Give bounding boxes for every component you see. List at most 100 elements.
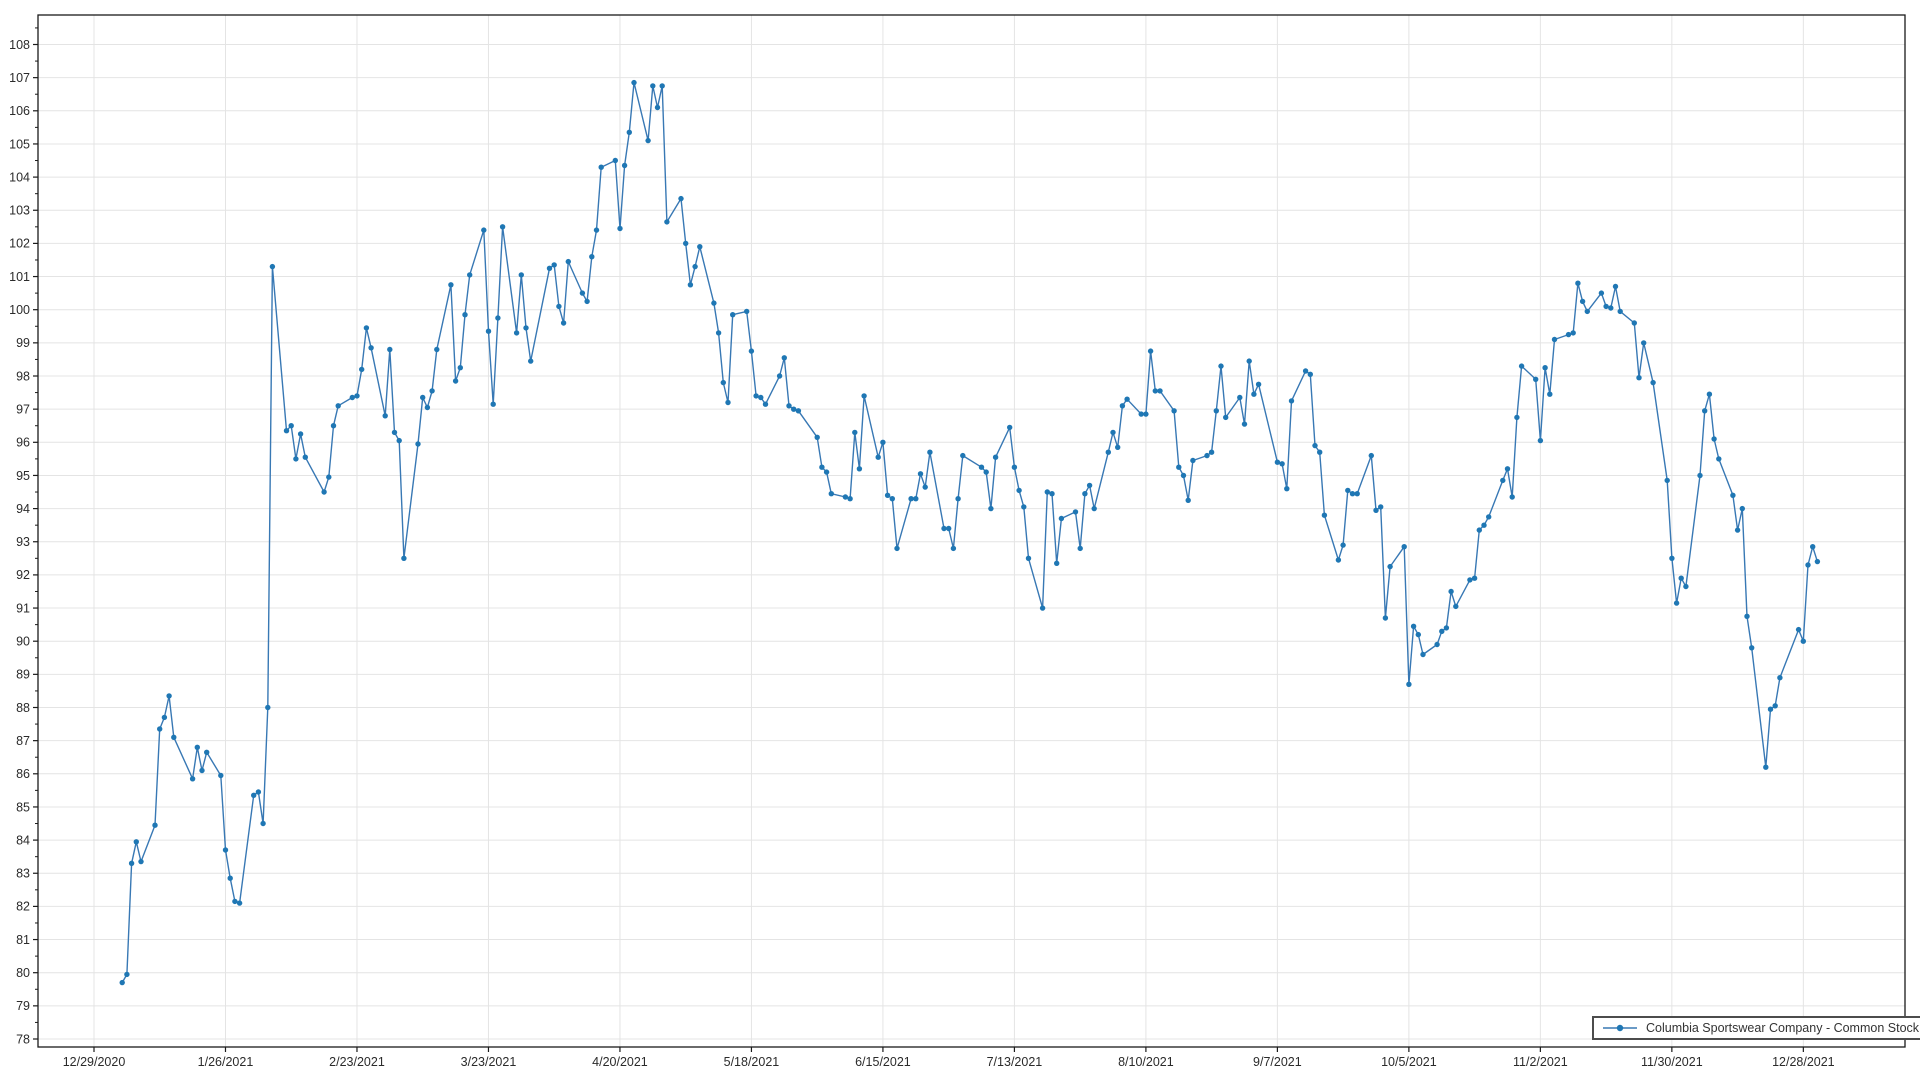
data-point — [124, 971, 130, 978]
y-tick-label: 87 — [16, 734, 30, 748]
y-tick-label: 103 — [9, 204, 30, 218]
y-tick-label: 108 — [9, 38, 30, 52]
y-tick-label: 82 — [16, 900, 30, 914]
data-point — [861, 393, 867, 399]
x-tick-label: 11/30/2021 — [1641, 1055, 1703, 1069]
data-point — [1476, 527, 1483, 533]
data-point — [335, 403, 341, 409]
data-point — [1124, 396, 1130, 402]
data-point — [1767, 706, 1774, 712]
data-point — [1213, 408, 1220, 414]
data-point — [1204, 452, 1210, 459]
x-tick-label: 4/20/2021 — [592, 1055, 648, 1069]
data-point — [222, 847, 229, 853]
data-point — [593, 227, 600, 233]
legend-marker-icon — [1603, 1024, 1637, 1032]
data-point — [1706, 391, 1713, 397]
data-point — [1349, 491, 1356, 497]
data-point — [1274, 459, 1281, 465]
data-point — [1711, 436, 1717, 442]
y-tick-label: 106 — [9, 104, 30, 118]
plot-frame — [37, 14, 1906, 1048]
y-tick-label: 79 — [16, 999, 30, 1013]
data-point — [1110, 429, 1116, 436]
data-point — [255, 789, 262, 795]
data-point — [1152, 388, 1159, 394]
data-point — [1218, 363, 1224, 369]
data-point — [467, 272, 473, 278]
data-point — [218, 772, 224, 779]
data-point — [589, 254, 595, 260]
data-point — [1814, 558, 1821, 565]
data-point — [1504, 466, 1511, 472]
data-point — [1420, 651, 1426, 658]
data-point — [1138, 411, 1144, 417]
data-point — [1683, 583, 1689, 590]
data-point — [1340, 542, 1346, 548]
data-point — [518, 272, 524, 278]
data-point — [1641, 340, 1647, 346]
data-point — [424, 404, 431, 411]
data-point — [1810, 544, 1816, 550]
legend[interactable]: Columbia Sportswear Company - Common Sto… — [1592, 1016, 1920, 1040]
data-point — [1345, 487, 1351, 494]
data-point — [1406, 681, 1412, 687]
y-tick-label: 105 — [9, 137, 30, 151]
y-tick-label: 102 — [9, 237, 30, 251]
data-point — [889, 496, 895, 502]
data-point — [1410, 623, 1417, 629]
data-point — [1077, 545, 1083, 552]
y-tick-label: 92 — [16, 568, 30, 582]
data-point — [1086, 482, 1093, 489]
data-point — [490, 401, 496, 407]
data-point — [758, 394, 764, 401]
data-point — [786, 403, 792, 409]
data-point — [1091, 505, 1097, 512]
data-point — [302, 454, 308, 460]
data-point — [462, 312, 468, 318]
data-point — [983, 469, 989, 475]
data-point — [1284, 486, 1290, 492]
data-point — [1739, 505, 1746, 512]
data-point — [1439, 628, 1445, 634]
data-point — [725, 399, 731, 406]
data-point — [1608, 305, 1614, 311]
data-point — [1673, 600, 1680, 606]
data-point — [396, 437, 402, 444]
data-point — [232, 898, 238, 905]
x-tick-label: 9/7/2021 — [1253, 1055, 1302, 1069]
y-tick-label: 96 — [16, 436, 30, 450]
data-point — [1537, 437, 1544, 444]
data-point — [1143, 411, 1149, 417]
y-tick-label: 97 — [16, 402, 30, 416]
y-tick-label: 86 — [16, 767, 30, 781]
data-point — [1246, 358, 1252, 364]
data-point — [988, 505, 994, 512]
data-point — [1772, 703, 1778, 709]
data-point — [927, 449, 933, 455]
data-point — [1119, 403, 1126, 409]
data-point — [1730, 492, 1736, 498]
y-tick-label: 95 — [16, 469, 30, 483]
data-point — [1373, 507, 1379, 513]
x-tick-label: 1/26/2021 — [198, 1055, 254, 1069]
data-point — [1054, 560, 1060, 566]
y-tick-label: 107 — [9, 71, 30, 85]
data-point — [1565, 331, 1572, 338]
data-point — [950, 545, 957, 552]
y-tick-label: 93 — [16, 535, 30, 549]
data-point — [913, 496, 919, 502]
data-point — [1147, 348, 1154, 354]
data-point — [1777, 675, 1783, 681]
data-point — [946, 525, 952, 532]
data-point — [349, 394, 355, 401]
data-point — [452, 378, 459, 384]
data-point — [1312, 442, 1318, 449]
x-tick-label: 6/15/2021 — [855, 1055, 911, 1069]
data-point — [523, 325, 529, 331]
data-point — [795, 408, 802, 414]
data-point — [664, 219, 670, 225]
data-point — [955, 496, 961, 502]
